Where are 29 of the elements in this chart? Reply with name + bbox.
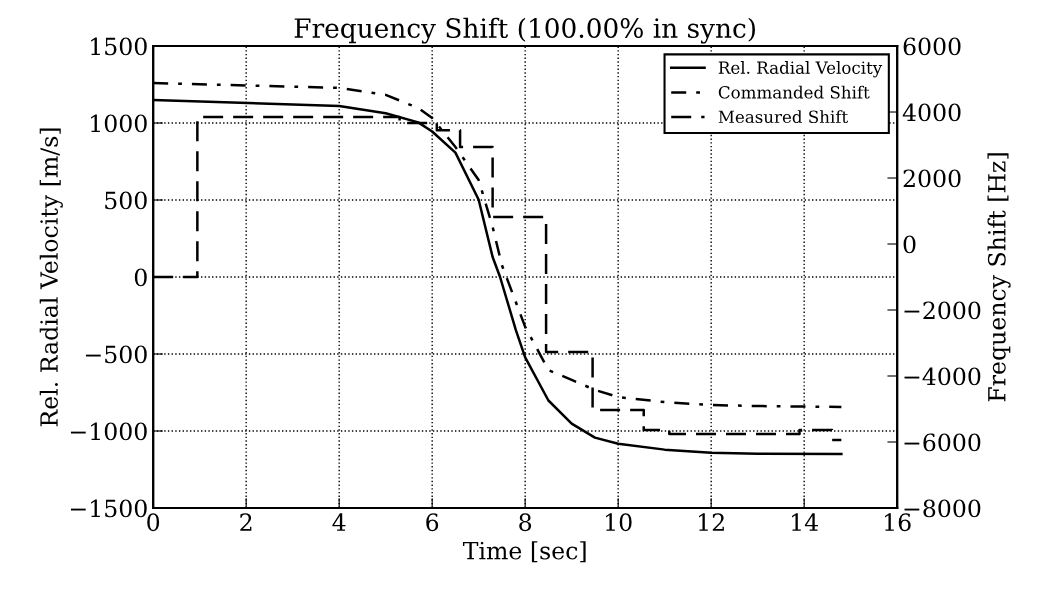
- x-tick-label: 12: [699, 513, 724, 531]
- legend-label: Measured Shift: [718, 110, 849, 124]
- y2-tick-label: 2000: [903, 169, 961, 188]
- y-tick-label: 0: [134, 268, 147, 287]
- y-tick-label: 1500: [91, 37, 147, 56]
- legend-label: Commanded Shift: [718, 85, 870, 99]
- y-tick-label: 500: [105, 191, 147, 210]
- y2-tick-label: 6000: [903, 37, 961, 56]
- y2-tick-label: 0: [903, 235, 916, 254]
- legend-label: Rel. Radial Velocity: [718, 61, 883, 78]
- y-tick-label: 1000: [91, 114, 147, 133]
- x-tick-label: 4: [332, 513, 346, 531]
- x-tick-label: 0: [147, 513, 160, 532]
- x-axis-title: Time [sec]: [462, 541, 586, 563]
- x-tick-label: 10: [606, 513, 632, 532]
- y2-tick-label: 4000: [902, 103, 961, 122]
- x-tick-label: 8: [519, 513, 532, 532]
- x-tick-label: 14: [792, 513, 818, 531]
- y-tick-label: −1000: [70, 422, 147, 441]
- chart-title: Frequency Shift (100.00% in sync): [294, 17, 755, 44]
- y2-axis-title: Frequency Shift [Hz]: [987, 153, 1011, 402]
- x-tick-label: 2: [240, 513, 252, 531]
- y2-tick-label: −4000: [904, 367, 981, 386]
- y2-tick-label: −2000: [904, 301, 981, 320]
- y2-tick-label: −6000: [904, 433, 981, 452]
- y-axis-title: Rel. Radial Velocity [m/s]: [39, 128, 63, 427]
- x-tick-label: 6: [426, 513, 439, 532]
- y-tick-label: −1500: [70, 499, 147, 518]
- y-tick-label: −500: [85, 345, 147, 364]
